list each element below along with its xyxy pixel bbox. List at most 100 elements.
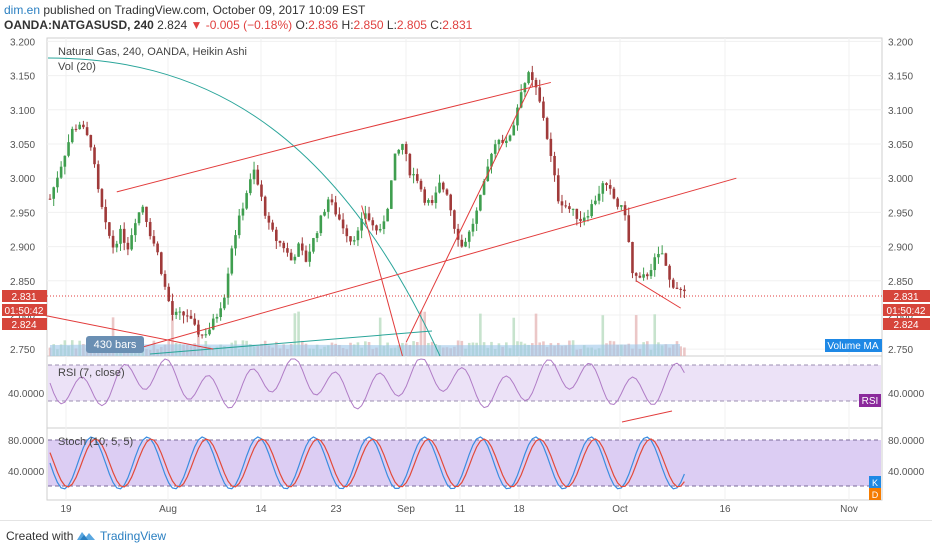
candle-body xyxy=(608,185,612,189)
price-axis-right[interactable]: 3.200 3.150 3.100 3.050 3.000 2.950 2.900 2.850… xyxy=(888,37,913,356)
candle-body xyxy=(334,202,337,215)
candle-body xyxy=(48,198,52,200)
trend-line xyxy=(116,136,329,193)
chart-canvas[interactable]: 3.200 3.150 3.100 3.050 3.000 2.950 2.900 2.850… xyxy=(0,36,932,520)
tradingview-logo-icon[interactable] xyxy=(76,528,96,542)
candle-body xyxy=(527,72,530,84)
candle-body xyxy=(241,208,245,216)
candle-body xyxy=(590,204,593,217)
volume-ma-badge[interactable] xyxy=(825,339,882,352)
trend-line xyxy=(42,314,214,350)
candle-body xyxy=(137,212,141,224)
bars-count-badge[interactable] xyxy=(86,336,144,353)
price-tick-right: 2.950 xyxy=(888,208,913,219)
candle-body xyxy=(493,144,497,154)
candle-body xyxy=(627,215,631,242)
candle-body xyxy=(616,198,619,207)
candle-body xyxy=(467,231,471,242)
candle-body xyxy=(582,217,586,221)
candle-body xyxy=(575,208,579,219)
candle-body xyxy=(237,215,241,236)
candle-body xyxy=(219,308,222,318)
candle-body xyxy=(208,329,211,335)
candle-body xyxy=(126,242,130,250)
vol-legend[interactable]: Vol (20) xyxy=(58,61,96,73)
candle-body xyxy=(282,242,286,249)
stoch-legend[interactable]: Stoch (10, 5, 5) xyxy=(58,436,133,448)
candle-body xyxy=(297,243,300,257)
candle-body xyxy=(505,140,508,144)
price-tick-left: 3.050 xyxy=(10,140,35,151)
candle-body xyxy=(597,193,601,201)
rsi-left-tick: 40.0000 xyxy=(8,389,45,400)
stoch-d-tag-text: D xyxy=(872,490,879,500)
candle-body xyxy=(267,215,271,223)
chart-header: dim.en published on TradingView.com, Oct… xyxy=(0,0,932,36)
author-link[interactable]: dim.en xyxy=(4,3,41,17)
price-tick-left: 3.150 xyxy=(10,72,35,83)
rsi-tag xyxy=(859,394,881,407)
candle-body xyxy=(679,288,682,290)
candle-body xyxy=(122,228,126,243)
price-pane[interactable] xyxy=(46,37,883,357)
rsi-divergence-line xyxy=(621,410,673,423)
candle-body xyxy=(657,253,660,258)
candle-body xyxy=(160,252,163,274)
rsi-legend[interactable]: RSI (7, close) xyxy=(58,367,125,379)
candle-body xyxy=(393,153,397,181)
candle-body xyxy=(482,181,486,195)
candle-body xyxy=(323,211,326,216)
candle-body xyxy=(82,124,85,128)
left-close-text: 2.824 xyxy=(11,320,36,331)
candle-body xyxy=(542,101,545,118)
left-close-tag xyxy=(2,318,47,330)
price-axis-left[interactable]: 3.200 3.150 3.100 3.050 3.000 2.950 2.900 2.850… xyxy=(10,37,35,356)
candle-body xyxy=(460,239,464,247)
volume-bar xyxy=(293,313,297,356)
candle-body xyxy=(263,196,267,216)
candle-body xyxy=(345,228,349,237)
candle-body xyxy=(148,221,152,237)
volume-bar xyxy=(683,347,686,356)
arc-baseline[interactable] xyxy=(149,330,433,355)
candle-body xyxy=(568,206,571,210)
candle-body xyxy=(534,79,538,88)
candle-body xyxy=(531,72,534,80)
publish-line: dim.en published on TradingView.com, Oct… xyxy=(4,3,365,17)
time-tick: Nov xyxy=(840,504,858,515)
candle-body xyxy=(516,107,519,126)
candle-body xyxy=(464,241,467,247)
right-price-tag-text: 2.831 xyxy=(893,292,918,303)
candle-body xyxy=(223,297,226,309)
stoch-left-tick-40: 40.0000 xyxy=(8,467,45,478)
volume-bar xyxy=(419,310,423,356)
candle-body xyxy=(197,324,200,335)
volume-bar xyxy=(378,317,382,356)
time-tick: Aug xyxy=(159,504,177,515)
candle-body xyxy=(286,248,289,253)
time-tick: 14 xyxy=(255,504,267,515)
right-price-tag xyxy=(883,290,930,302)
candle-body xyxy=(256,169,260,185)
time-axis[interactable]: 19 Aug 14 23 Sep 11 18 Oct 16 Nov xyxy=(60,504,857,515)
trend-lines[interactable] xyxy=(42,81,737,423)
candle-body xyxy=(438,182,441,193)
arc-drawing[interactable] xyxy=(47,57,441,357)
tradingview-brand-link[interactable]: TradingView xyxy=(100,529,167,543)
candle-body xyxy=(375,225,378,231)
main-legend[interactable]: Natural Gas, 240, OANDA, Heikin Ashi xyxy=(58,46,247,58)
rsi-band xyxy=(48,365,881,401)
candle-body xyxy=(130,235,133,250)
grid xyxy=(47,38,882,500)
candle-body xyxy=(315,233,319,239)
change-arrow-icon: ▼ xyxy=(190,18,203,32)
candle-body xyxy=(108,222,111,236)
candle-body xyxy=(386,208,389,222)
stoch-k-tag-text: K xyxy=(872,478,878,488)
candle-body xyxy=(200,334,204,336)
trend-line xyxy=(328,81,551,138)
price-tick-left: 2.900 xyxy=(10,243,35,254)
candle-body xyxy=(620,205,623,207)
price-tick-right: 3.200 xyxy=(888,37,913,48)
candle-body xyxy=(349,236,352,242)
